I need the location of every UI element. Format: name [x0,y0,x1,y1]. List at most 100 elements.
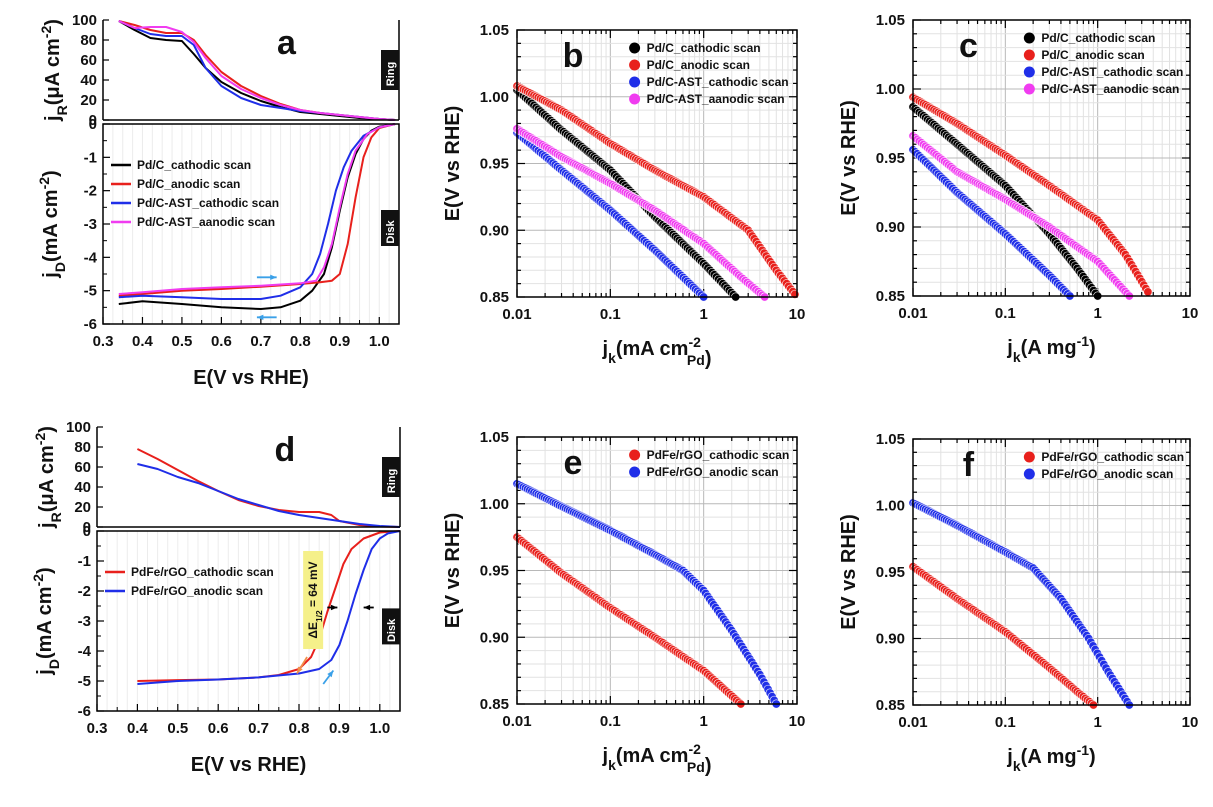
y-tick-label: 0.90 [480,222,509,239]
ring-curve [137,463,401,528]
disk-y-tick-label: -6 [78,703,91,720]
disk-curve [118,123,396,295]
legend-marker [629,42,641,54]
x-axis-label: E(V vs RHE) [193,367,309,389]
y-tick-label: 1.00 [876,81,905,98]
x-axis-label: jk(mA cm-2 Pd) [602,334,712,370]
disk-y-tick-label: -5 [78,673,91,690]
x-tick-label: 0.4 [127,720,149,737]
disk-curve [118,123,396,297]
plot-frame [516,29,798,298]
legend-label: Pd/C_anodic scan [137,177,240,191]
legend-label: Pd/C_anodic scan [647,58,750,72]
series-pdfe-rgo-cathodic-scan [908,562,1098,710]
y-tick-label: 0.90 [876,219,905,236]
series-pd-c-ast-cathodic-scan [908,145,1075,301]
x-tick-label: 0.1 [995,305,1016,322]
x-tick-label: 10 [1182,305,1199,322]
ring-y-tick-label: 20 [74,499,91,516]
x-tick-label: 0.9 [329,720,350,737]
legend-marker [629,466,641,478]
x-tick-label: 1 [699,306,707,323]
half-wave-arrow-head [363,604,371,611]
legend-marker [629,59,641,71]
x-tick-label: 0.01 [898,714,927,731]
panel-a: 0.3 0.4 0.5 0.6 0.7 0.8 0.9 1.0 0 20 40 60 80 100 0 -1 -… [36,12,400,389]
disk-y-tick-label: -3 [84,216,97,233]
x-tick-label: 0.8 [289,720,310,737]
x-tick-label: 10 [789,713,806,730]
disk-y-tick-label: -5 [84,283,97,300]
legend-marker [629,76,641,88]
y-tick-label: 1.00 [480,496,509,513]
y-tick-label: 0.85 [876,288,905,305]
x-axis-label: E(V vs RHE) [191,754,307,776]
ring-tag-label: Ring [385,62,397,86]
half-wave-arrow-head [330,604,338,611]
x-tick-label: 10 [1182,714,1199,731]
series-pd-c-ast-cathodic-scan [512,128,709,302]
scan-direction-arrow-head [296,666,303,674]
scan-direction-arrow-head [270,274,277,281]
x-tick-label: 1 [1093,714,1101,731]
x-tick-label: 1 [1093,305,1101,322]
panel-letter: e [564,444,583,482]
disk-tag-label: Disk [385,220,397,244]
x-tick-label: 0.01 [502,306,531,323]
legend-label: Pd/C-AST_cathodic scan [647,75,789,89]
ring-y-tick-label: 40 [74,479,91,496]
x-tick-label: 1 [699,713,707,730]
x-tick-label: 0.7 [250,333,271,350]
disk-curve [118,123,396,300]
x-tick-label: 0.5 [172,333,193,350]
panel-letter: c [959,27,978,65]
x-tick-label: 0.6 [208,720,229,737]
panel-d: 0.3 0.4 0.5 0.6 0.7 0.8 0.9 1.0 0 20 40 60 80 100 0 -1 -… [30,419,401,776]
panel-f: 0.01 0.1 1 10 0.85 0.90 0.95 1.00 1.05 jk(A mg-1)… [838,431,1198,774]
disk-y-tick-label: -3 [78,613,91,630]
disk-y-tick-label: -2 [78,583,91,600]
x-axis-label: jk(A mg-1) [1006,742,1095,774]
ring-tag-label: Ring [386,469,398,493]
ring-tag-box [381,50,399,90]
y-tick-label: 0.90 [480,629,509,646]
disk-y-tick-label: -1 [78,553,91,570]
disk-tag-label: Disk [386,618,398,642]
legend-marker [1023,32,1035,44]
x-tick-label: 0.4 [132,333,154,350]
x-tick-label: 1.0 [369,720,390,737]
panel-letter: d [274,431,295,469]
legend-marker [1023,49,1035,61]
ring-y-tick-label: 20 [80,92,97,109]
x-tick-label: 0.1 [600,713,621,730]
disk-y-tick-label: -4 [84,249,98,266]
ring-y-tick-label: 60 [80,52,97,69]
x-tick-label: 1.0 [369,333,390,350]
ring-y-tick-label: 80 [74,439,91,456]
y-tick-label: 1.05 [480,429,509,446]
series-pd-c-ast-aanodic-scan [908,131,1134,301]
legend-label: PdFe/rGO_anodic scan [647,465,779,479]
x-tick-label: 0.01 [502,713,531,730]
y-axis-label: E(V vs RHE) [838,100,860,216]
plot-frame [912,19,1191,297]
x-tick-label: 0.7 [248,720,269,737]
y-tick-label: 0.85 [876,697,905,714]
y-tick-label: 0.95 [480,563,509,580]
series-pd-c-ast-aanodic-scan [118,20,396,295]
legend-marker [1023,468,1035,480]
legend-marker [1023,66,1035,78]
legend-label: PdFe/rGO_cathodic scan [1041,450,1184,464]
legend-label: Pd/C-AST_cathodic scan [1041,65,1183,79]
panel-b: 0.01 0.1 1 10 0.85 0.90 0.95 1.00 1.05 jk(mA cm-2… [442,22,805,370]
ring-y-axis-label: jR(μA cm-2) [32,426,64,529]
disk-y-tick-label: 0 [83,523,91,540]
disk-y-tick-label: -1 [84,149,97,166]
series-pd-c-anodic-scan [908,92,1153,297]
ring-y-tick-label: 60 [74,459,91,476]
series-pdfe-rgo-anodic-scan [512,479,781,709]
disk-curve [137,530,401,685]
half-wave-annotation: ΔE1/2 = 64 mV [306,561,324,638]
y-axis-label: E(V vs RHE) [442,106,464,222]
